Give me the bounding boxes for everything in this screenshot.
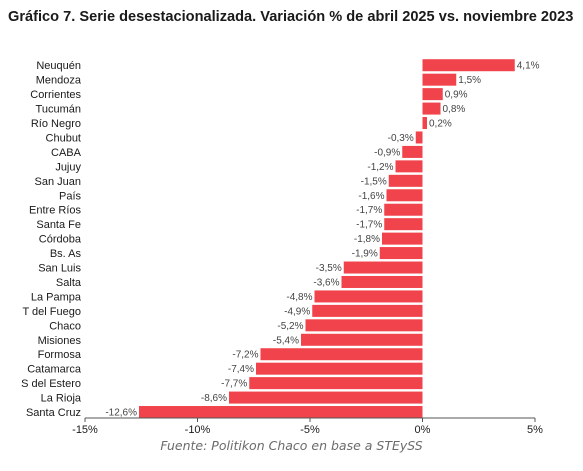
bar xyxy=(415,131,423,144)
category-label: País xyxy=(59,190,82,202)
bar xyxy=(422,117,427,130)
value-label: -7,2% xyxy=(232,350,258,361)
chart-source: Fuente: Politikon Chaco en base a STEySS xyxy=(160,438,423,453)
bar xyxy=(388,174,423,187)
value-label: 0,9% xyxy=(445,90,468,101)
category-label: Corrientes xyxy=(30,89,81,101)
category-label: T del Fuego xyxy=(22,306,81,318)
bar xyxy=(301,333,423,346)
value-label: -7,4% xyxy=(228,364,254,375)
x-tick-label: 0% xyxy=(415,424,431,436)
value-label: -8,6% xyxy=(201,393,227,404)
value-label: -3,6% xyxy=(313,277,339,288)
category-label: Misiones xyxy=(38,335,82,347)
category-label: Córdoba xyxy=(39,234,82,246)
value-label: -1,9% xyxy=(352,249,378,260)
category-label: La Rioja xyxy=(41,393,82,405)
category-label: Catamarca xyxy=(27,364,82,376)
bar xyxy=(422,73,457,86)
category-label: San Luis xyxy=(38,263,81,275)
bar xyxy=(384,218,423,231)
category-label: Jujuy xyxy=(55,161,81,173)
bar xyxy=(249,377,423,390)
bar xyxy=(256,362,423,375)
x-tick-label: -10% xyxy=(185,424,211,436)
bars-layer xyxy=(139,59,515,419)
category-label: Entre Ríos xyxy=(29,205,81,217)
bar xyxy=(260,348,423,361)
bar xyxy=(422,102,441,115)
value-label: 1,5% xyxy=(458,75,481,86)
value-label: 0,2% xyxy=(429,119,452,130)
category-label: San Juan xyxy=(35,176,81,188)
value-label: -5,4% xyxy=(273,335,299,346)
value-label: 4,1% xyxy=(517,61,540,72)
bar xyxy=(384,203,423,216)
bar xyxy=(343,261,423,274)
value-label: 0,8% xyxy=(443,104,466,115)
x-tick-label: -5% xyxy=(300,424,320,436)
bar xyxy=(422,88,443,101)
category-label: Río Negro xyxy=(31,118,81,130)
value-label: -4,8% xyxy=(286,292,312,303)
x-tick-label: 5% xyxy=(527,424,543,436)
category-label: CABA xyxy=(51,147,82,159)
bar xyxy=(312,304,423,317)
bar xyxy=(395,160,423,173)
value-label: -3,5% xyxy=(316,263,342,274)
category-label: Bs. As xyxy=(50,248,82,260)
category-label: Chubut xyxy=(46,132,81,144)
x-axis: -15% -10% -5% 0% 5% xyxy=(72,417,543,436)
category-label: Formosa xyxy=(38,349,82,361)
value-label: -7,7% xyxy=(221,379,247,390)
category-label: La Pampa xyxy=(31,291,82,303)
category-label: Neuquén xyxy=(36,60,81,72)
value-label: -0,9% xyxy=(374,147,400,158)
bar xyxy=(305,319,423,332)
category-label: Tucumán xyxy=(36,104,81,116)
bar xyxy=(382,232,423,245)
bar xyxy=(341,275,423,288)
value-label: -0,3% xyxy=(388,133,414,144)
value-label: -1,5% xyxy=(361,176,387,187)
category-label: Mendoza xyxy=(36,75,82,87)
value-label: -1,7% xyxy=(356,220,382,231)
bar xyxy=(139,406,423,419)
value-label: -5,2% xyxy=(277,321,303,332)
chart-title: Gráfico 7. Serie desestacionalizada. Var… xyxy=(8,9,574,25)
bar xyxy=(422,59,515,72)
value-label: -12,6% xyxy=(105,408,137,419)
value-label: -1,8% xyxy=(354,234,380,245)
category-label: Santa Cruz xyxy=(26,407,81,419)
bar xyxy=(314,290,423,303)
bar xyxy=(402,145,423,158)
value-label: -1,2% xyxy=(367,162,393,173)
category-label: Chaco xyxy=(49,320,81,332)
x-tick-label: -15% xyxy=(72,424,98,436)
category-label: Santa Fe xyxy=(36,219,81,231)
value-label: -1,7% xyxy=(356,205,382,216)
category-label: Salta xyxy=(56,277,82,289)
bar xyxy=(386,189,423,202)
value-label: -1,6% xyxy=(358,191,384,202)
value-label: -4,9% xyxy=(284,306,310,317)
bar xyxy=(379,247,423,260)
labels-layer: Neuquén 4,1% Mendoza 1,5% Corrientes 0,9% Tucu… xyxy=(21,60,540,419)
category-label: S del Estero xyxy=(21,378,81,390)
bar xyxy=(229,391,423,404)
